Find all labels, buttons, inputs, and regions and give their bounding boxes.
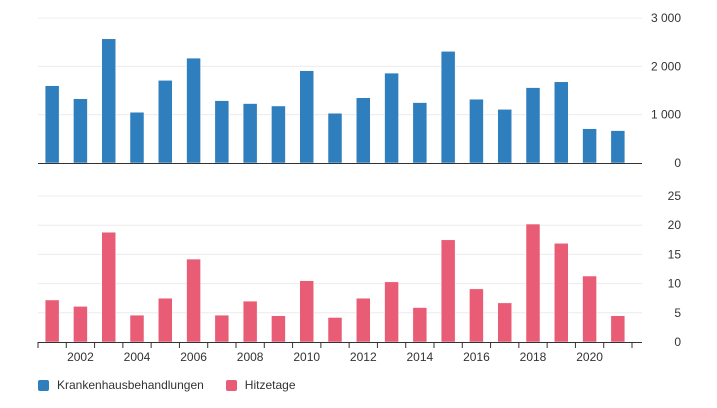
bottom-bar-2012[interactable] [356,297,371,343]
bottom-ytick-label: 15 [668,247,682,261]
bottom-xtick-label: 2018 [520,350,547,364]
top-bar-2005[interactable] [158,80,173,164]
bottom-ytick-label: 5 [674,306,681,320]
bottom-ytick-label: 10 [668,277,682,291]
top-ytick-label: 0 [674,156,681,170]
legend-label-hitzetage: Hitzetage [244,378,296,392]
legend: Krankenhausbehandlungen Hitzetage [38,378,318,392]
top-bar-2018[interactable] [525,87,541,164]
top-bar-2020[interactable] [582,128,597,164]
top-ytick-label: 1 000 [651,108,681,122]
bottom-bar-2015[interactable] [440,239,456,343]
bottom-bar-2013[interactable] [384,281,399,343]
legend-swatch-hitzetage [225,379,237,391]
bottom-xtick-label: 2002 [67,350,94,364]
top-bar-2021[interactable] [610,130,626,164]
bottom-xtick-label: 2016 [463,350,490,364]
bottom-xtick-label: 2014 [407,350,434,364]
bottom-bar-2005[interactable] [158,297,173,343]
bottom-bar-2011[interactable] [327,317,343,343]
bottom-ytick-label: 25 [668,189,682,203]
top-ytick-label: 3 000 [651,11,681,25]
legend-item-hitzetage[interactable]: Hitzetage [225,378,296,392]
top-bar-2004[interactable] [129,112,145,164]
bottom-ytick-label: 20 [668,218,682,232]
legend-label-krankenhausbehandlungen: Krankenhausbehandlungen [57,378,204,392]
bottom-bar-2002[interactable] [73,306,88,343]
top-bar-2009[interactable] [271,105,286,164]
top-bar-2003[interactable] [101,38,116,164]
top-bar-2001[interactable] [44,85,60,164]
bottom-panel-hitzetage: 0 5 10 15 20 25 2002 2004 2006 2008 2010 2012 2014 20… [37,189,682,364]
bottom-bar-2007[interactable] [214,314,230,343]
bottom-bar-2008[interactable] [242,300,258,343]
top-bar-2012[interactable] [356,97,371,164]
bottom-bar-2003[interactable] [101,231,116,343]
bottom-bar-2017[interactable] [497,302,512,343]
top-ytick-label: 2 000 [651,59,681,73]
bottom-bar-2019[interactable] [554,243,569,343]
top-bar-2015[interactable] [440,51,456,164]
bottom-bar-2021[interactable] [610,315,626,343]
top-panel-krankenhausbehandlungen: 0 1 000 2 000 3 000 [38,11,681,170]
legend-swatch-krankenhausbehandlungen [38,379,49,391]
top-bar-2010[interactable] [299,70,314,164]
legend-item-krankenhausbehandlungen[interactable]: Krankenhausbehandlungen [38,378,204,392]
bottom-bar-2014[interactable] [412,307,428,343]
top-bar-2017[interactable] [497,109,512,164]
bottom-xtick-label: 2020 [576,350,603,364]
bottom-ytick-label: 0 [674,335,681,349]
top-bar-2006[interactable] [186,57,201,164]
bottom-xtick-label: 2006 [180,350,207,364]
top-bar-2008[interactable] [242,103,258,164]
bottom-xtick-label: 2012 [350,350,377,364]
bottom-xtick-label: 2008 [237,350,264,364]
bottom-xtick-label: 2010 [293,350,320,364]
bottom-bar-2001[interactable] [44,299,60,343]
top-bar-2019[interactable] [554,81,569,164]
bottom-xtick-label: 2004 [124,350,151,364]
bottom-bar-2006[interactable] [186,258,201,343]
top-bar-2002[interactable] [73,98,88,164]
bottom-bar-2018[interactable] [525,223,541,343]
top-bar-2011[interactable] [327,112,343,164]
top-bar-2007[interactable] [214,100,230,164]
top-bar-2013[interactable] [384,72,399,164]
bottom-bar-2016[interactable] [469,288,484,343]
top-bar-2016[interactable] [469,98,484,164]
bottom-bar-2020[interactable] [582,275,597,343]
bottom-bar-2004[interactable] [129,314,145,343]
bottom-bar-2010[interactable] [299,280,314,343]
top-bar-2014[interactable] [412,102,428,164]
bottom-bar-2009[interactable] [271,315,286,343]
